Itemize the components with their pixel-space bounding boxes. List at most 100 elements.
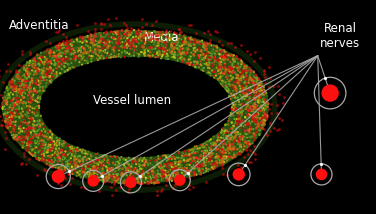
Point [227, 145, 233, 149]
Point [133, 180, 139, 183]
Point [115, 178, 121, 181]
Point [179, 40, 185, 43]
Point [173, 168, 179, 171]
Point [181, 154, 187, 158]
Point [216, 39, 222, 42]
Point [129, 41, 135, 44]
Point [208, 162, 214, 166]
Point [100, 168, 106, 171]
Point [16, 105, 22, 108]
Point [55, 30, 61, 34]
Point [93, 152, 99, 156]
Point [0, 75, 2, 78]
Point [179, 51, 185, 54]
Point [236, 74, 242, 78]
Point [220, 74, 226, 78]
Point [229, 77, 235, 81]
Point [109, 36, 115, 39]
Point [57, 52, 63, 56]
Point [27, 147, 33, 151]
Point [250, 116, 256, 119]
Point [76, 64, 82, 67]
Point [222, 62, 228, 65]
Point [35, 143, 41, 146]
Point [252, 153, 258, 156]
Point [123, 34, 129, 37]
Point [15, 136, 21, 139]
Point [127, 173, 133, 177]
Point [198, 154, 204, 158]
Point [107, 155, 113, 158]
Point [228, 133, 234, 136]
Point [27, 72, 33, 75]
Point [258, 98, 264, 101]
Point [161, 165, 167, 168]
Point [64, 41, 70, 44]
Point [159, 175, 165, 178]
Point [104, 166, 110, 169]
Point [112, 181, 118, 184]
Point [130, 42, 136, 45]
Point [229, 78, 235, 81]
Point [40, 69, 46, 72]
Point [143, 33, 149, 37]
Point [177, 54, 183, 57]
Point [67, 68, 73, 71]
Point [193, 41, 199, 44]
Point [248, 116, 254, 119]
Point [247, 142, 253, 146]
Point [149, 40, 155, 43]
Point [107, 39, 113, 43]
Point [222, 130, 228, 133]
Point [231, 86, 237, 90]
Point [20, 74, 26, 78]
Point [197, 42, 203, 46]
Point [202, 54, 208, 57]
Point [148, 37, 154, 41]
Point [164, 172, 170, 175]
Point [183, 40, 190, 44]
Point [73, 157, 79, 161]
Point [185, 159, 191, 163]
Point [191, 54, 197, 57]
Point [112, 56, 118, 59]
Point [118, 53, 124, 56]
Point [151, 178, 157, 182]
Point [242, 65, 248, 68]
Point [158, 190, 164, 193]
Point [103, 175, 109, 178]
Point [16, 112, 22, 116]
Point [33, 82, 39, 85]
Point [256, 101, 262, 104]
Point [150, 173, 156, 177]
Point [106, 168, 112, 172]
Point [172, 157, 178, 161]
Point [62, 156, 68, 159]
Point [178, 53, 184, 56]
Point [235, 81, 241, 84]
Point [241, 82, 247, 85]
Point [247, 109, 253, 112]
Point [193, 63, 199, 66]
Point [71, 159, 77, 162]
Point [13, 134, 19, 138]
Point [259, 83, 265, 87]
Point [259, 93, 265, 96]
Point [224, 89, 230, 93]
Point [49, 163, 55, 166]
Point [227, 54, 233, 57]
Point [163, 48, 169, 51]
Point [17, 138, 23, 142]
Point [49, 79, 55, 82]
Point [261, 93, 267, 96]
Point [173, 160, 179, 164]
Point [200, 146, 206, 149]
Point [24, 100, 30, 103]
Point [35, 134, 41, 138]
Point [32, 153, 38, 156]
Point [138, 182, 144, 186]
Point [185, 170, 191, 173]
Point [23, 162, 29, 165]
Point [221, 157, 227, 161]
Point [129, 162, 135, 165]
